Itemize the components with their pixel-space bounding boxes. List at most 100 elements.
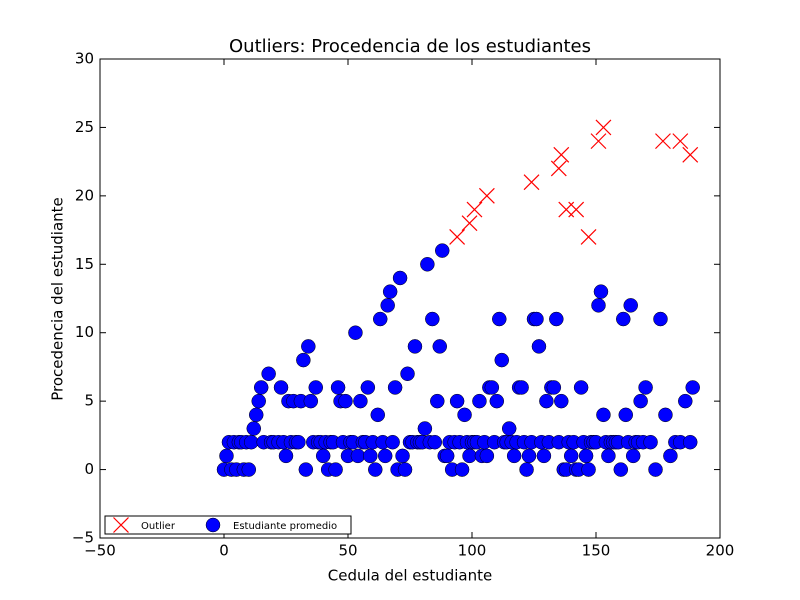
point (590, 133, 607, 150)
point-stroke (478, 187, 495, 204)
y-tick-label: 15 (75, 255, 94, 273)
point (648, 462, 663, 477)
point (568, 201, 585, 218)
point (536, 448, 552, 464)
point (472, 393, 487, 409)
point-stroke (550, 160, 567, 177)
point (350, 448, 366, 464)
chart-title: Outliers: Procedencia de los estudiantes (229, 36, 591, 57)
point (618, 407, 634, 423)
point (296, 352, 311, 368)
point-stroke (672, 133, 689, 150)
point (501, 421, 517, 436)
point-stroke (466, 201, 483, 218)
point (301, 339, 316, 354)
x-tick-label: 50 (338, 542, 357, 560)
point (663, 448, 678, 464)
point-stroke (590, 133, 607, 150)
point (573, 380, 589, 395)
point (246, 421, 262, 436)
point (377, 448, 393, 464)
point (278, 448, 294, 464)
point-stroke (655, 133, 671, 150)
point (338, 393, 353, 409)
point (380, 298, 395, 313)
point (653, 311, 668, 327)
point (682, 146, 699, 163)
point-stroke (461, 215, 478, 232)
point (593, 284, 609, 299)
point (219, 448, 234, 464)
point (397, 462, 413, 477)
point (308, 380, 324, 395)
y-axis-label: Procedencia del estudiante (49, 197, 67, 401)
point (466, 201, 483, 218)
point (291, 434, 306, 450)
point (400, 366, 415, 382)
point (531, 339, 547, 354)
point (113, 517, 129, 533)
y-tick-label: 25 (75, 118, 94, 136)
x-tick-label: 0 (219, 542, 229, 560)
point (261, 366, 276, 382)
point (596, 407, 611, 423)
x-axis-label: Cedula del estudiante (328, 567, 492, 585)
y-tick-label: 20 (75, 186, 94, 204)
point (625, 448, 641, 464)
point (420, 257, 435, 272)
point-stroke (553, 146, 570, 163)
point (430, 393, 445, 409)
point (298, 462, 314, 477)
legend-label: Outlier (141, 521, 176, 532)
point (370, 407, 386, 423)
point (519, 462, 534, 477)
point (580, 228, 597, 245)
point (553, 146, 570, 163)
point (685, 380, 700, 395)
point (638, 380, 653, 395)
point (678, 393, 693, 409)
point (392, 270, 408, 286)
point (449, 228, 466, 245)
point (353, 393, 368, 409)
point (328, 462, 343, 477)
point (623, 298, 638, 313)
point (539, 393, 554, 409)
point (253, 380, 269, 395)
point (643, 434, 658, 450)
point (492, 311, 507, 327)
point-stroke (682, 146, 699, 163)
point (457, 407, 472, 423)
point (506, 448, 522, 464)
point (273, 380, 289, 395)
point-stroke (568, 201, 585, 218)
point (454, 462, 470, 477)
point-stroke (580, 228, 597, 245)
point (363, 448, 378, 464)
point (549, 311, 564, 327)
y-tick-label: 5 (84, 392, 94, 410)
point (387, 380, 403, 395)
point (601, 448, 616, 464)
y-tick-label: 10 (75, 323, 94, 341)
x-tick-label: 150 (582, 542, 611, 560)
point (578, 448, 594, 464)
point (330, 380, 346, 395)
point (479, 448, 495, 464)
point (550, 160, 567, 177)
point (427, 434, 443, 450)
x-tick-label: 200 (706, 542, 735, 560)
point-stroke (595, 119, 612, 136)
point (434, 243, 450, 258)
plot-frame (99, 58, 721, 539)
point (385, 434, 400, 450)
point (682, 434, 698, 450)
point (529, 311, 544, 327)
point (554, 393, 569, 409)
point-stroke (523, 174, 540, 191)
point (348, 325, 363, 340)
y-tick-label: 30 (75, 50, 94, 68)
point (449, 393, 465, 409)
